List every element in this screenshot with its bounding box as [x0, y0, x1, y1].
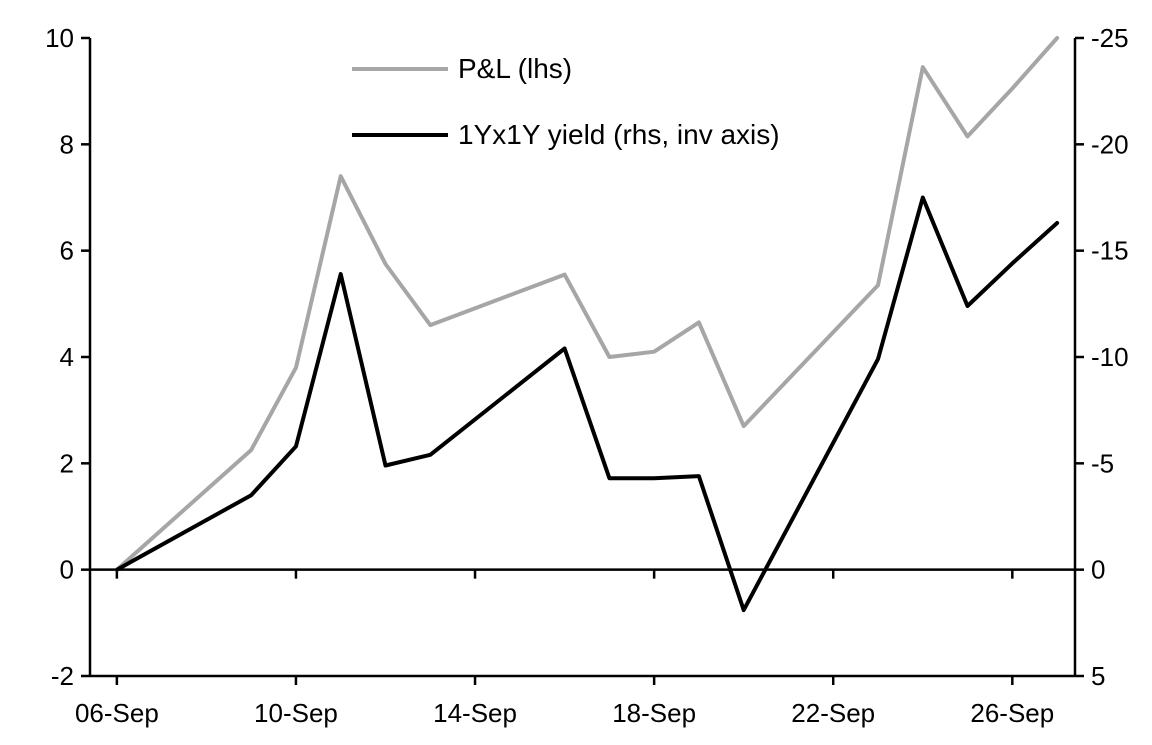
left-axis-tick-label: 2 — [60, 448, 74, 478]
legend-label-pnl: P&L (lhs) — [458, 53, 573, 84]
right-axis-tick-label: -25 — [1091, 23, 1129, 53]
left-axis-tick-label: -2 — [51, 661, 74, 691]
right-axis-tick-label: -20 — [1091, 129, 1129, 159]
left-axis-tick-label: 6 — [60, 236, 74, 266]
legend-item-pnl: P&L (lhs) — [352, 54, 780, 84]
pnl-line-swatch — [352, 67, 448, 71]
axes: 10 8 6 4 2 0 -2 -25 -20 -15 -10 -5 0 5 06-Sep 10-Sep 14-… — [45, 23, 1129, 728]
left-axis-tick-label: 0 — [60, 555, 74, 585]
x-axis-tick-label: 26-Sep — [970, 698, 1054, 728]
right-axis-tick-label: -15 — [1091, 236, 1129, 266]
right-axis-tick-label: -5 — [1091, 448, 1114, 478]
x-axis-tick-label: 10-Sep — [254, 698, 338, 728]
right-axis-tick-label: 0 — [1091, 555, 1105, 585]
right-axis-tick-label: -10 — [1091, 342, 1129, 372]
x-axis-tick-label: 14-Sep — [433, 698, 517, 728]
right-axis-tick-label: 5 — [1091, 661, 1105, 691]
series-line-pnl — [114, 36, 1060, 572]
legend-label-yield: 1Yx1Y yield (rhs, inv axis) — [458, 119, 780, 150]
x-axis-tick-label: 22-Sep — [791, 698, 875, 728]
left-axis-tick-label: 4 — [60, 342, 74, 372]
yield-line-swatch — [352, 133, 448, 137]
series-line-yield — [114, 195, 1060, 613]
left-axis-tick-label: 10 — [45, 23, 74, 53]
left-axis-tick-label: 8 — [60, 129, 74, 159]
legend-item-yield: 1Yx1Y yield (rhs, inv axis) — [352, 120, 780, 150]
x-axis-tick-label: 06-Sep — [75, 698, 159, 728]
x-axis-tick-label: 18-Sep — [612, 698, 696, 728]
legend: P&L (lhs) 1Yx1Y yield (rhs, inv axis) — [352, 54, 780, 150]
